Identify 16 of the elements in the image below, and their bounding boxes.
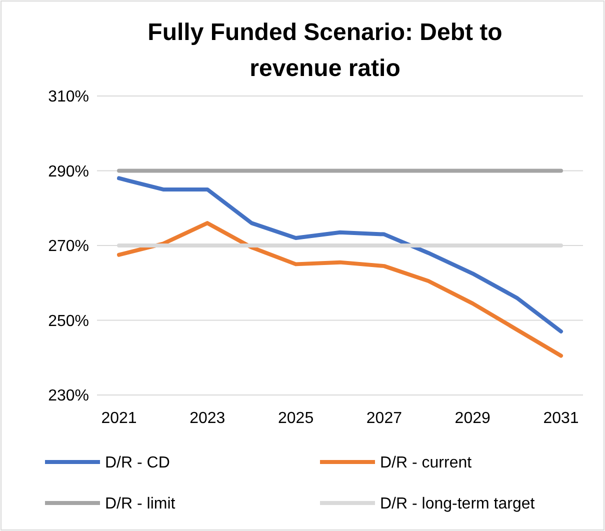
x-tick-label: 2023 xyxy=(190,410,226,427)
x-tick-label: 2029 xyxy=(454,410,490,427)
chart-title: Fully Funded Scenario: Debt to revenue ratio xyxy=(148,19,502,82)
y-tick-label: 290% xyxy=(48,163,89,180)
x-tick-label: 2021 xyxy=(101,410,137,427)
y-tick-label: 270% xyxy=(48,238,89,256)
legend-label: D/R - CD xyxy=(105,454,170,472)
y-tick-label: 250% xyxy=(48,312,89,330)
x-tick-label: 2025 xyxy=(278,410,314,427)
x-tick-label: 2031 xyxy=(543,410,579,427)
legend-label: D/R - current xyxy=(380,454,472,472)
legend-label: D/R - long-term target xyxy=(380,496,536,513)
x-tick-label: 2027 xyxy=(366,410,402,427)
y-tick-label: 230% xyxy=(48,388,89,405)
y-tick-label: 310% xyxy=(48,88,89,106)
legend-label: D/R - limit xyxy=(105,496,176,513)
